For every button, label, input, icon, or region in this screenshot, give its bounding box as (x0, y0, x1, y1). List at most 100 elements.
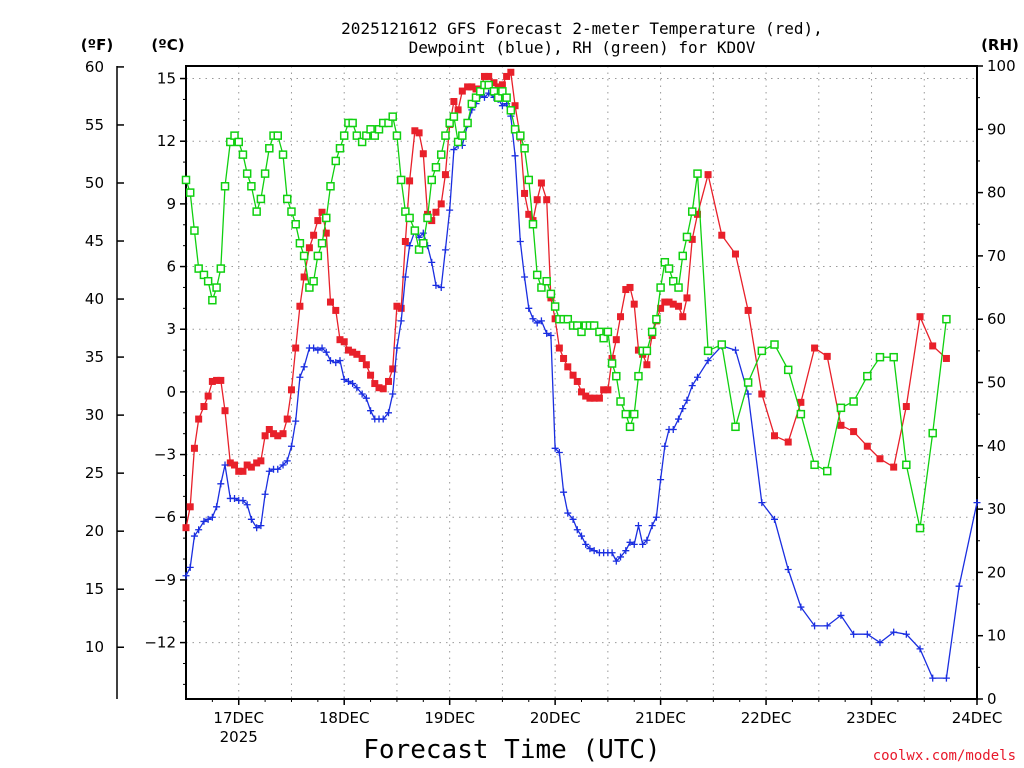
dewpoint-point (332, 359, 340, 367)
temperature-point (326, 298, 334, 306)
dewpoint-point (850, 630, 858, 638)
dewpoint-point (389, 390, 397, 398)
rh-point (220, 182, 230, 191)
rh-point (656, 283, 665, 292)
rh-point (252, 207, 261, 216)
dewpoint-point (890, 628, 898, 636)
temperature-point (679, 313, 687, 321)
dewpoint-point (626, 538, 634, 546)
dewpoint-point (537, 317, 545, 325)
dewpoint-point (688, 382, 696, 390)
dewpoint-point (758, 499, 766, 507)
gridlines (186, 66, 977, 699)
temperature-point (916, 313, 924, 321)
rh-point (326, 182, 335, 191)
dewpoint-point (823, 622, 831, 630)
dewpoint-point (261, 490, 269, 498)
rh-point (875, 352, 885, 362)
temperature-point (450, 98, 458, 106)
temperature-point (511, 102, 519, 110)
dewpoint-point (622, 547, 630, 555)
temperature-point (600, 386, 608, 394)
plot-frame (185, 65, 978, 700)
dewpoint-point (208, 513, 216, 521)
series-group (181, 68, 981, 682)
temperature-series (182, 68, 950, 532)
rh-point (621, 409, 631, 419)
dewpoint-point (274, 465, 282, 473)
rh-point (678, 251, 687, 261)
rh-point (629, 409, 639, 419)
rh-point (265, 144, 274, 153)
temperature-point (464, 83, 472, 91)
dewpoint-point (292, 417, 300, 425)
temperature-point (665, 298, 673, 306)
dewpoint-point (384, 409, 392, 417)
rh-tick-label: 0 (987, 690, 997, 708)
fahrenheit-tick-label: 15 (85, 580, 104, 598)
temperature-point (367, 371, 375, 379)
x-tick-label: 21DEC (635, 709, 686, 727)
temperature-point (217, 376, 225, 384)
temperature-point (590, 394, 598, 402)
rh-point (419, 238, 428, 248)
temperature-point (630, 300, 638, 308)
rh-point (589, 321, 599, 330)
dewpoint-point (578, 532, 585, 540)
dewpoint-point (973, 499, 981, 507)
temperature-point (612, 336, 620, 344)
rh-point (703, 346, 713, 356)
x-tick-label: 22DEC (741, 709, 792, 727)
rh-point (212, 283, 221, 292)
dewpoint-point (704, 357, 712, 365)
temperature-point (190, 444, 198, 452)
temperature-point (296, 302, 304, 310)
dewpoint-point (657, 476, 665, 484)
rh-point (405, 213, 414, 223)
rh-point (287, 207, 296, 216)
rh-point (770, 340, 779, 349)
rh-point (836, 403, 846, 413)
rh-point (783, 365, 793, 375)
rh-point (458, 131, 467, 140)
temperature-point (731, 250, 739, 258)
temperature-point (797, 398, 805, 406)
dewpoint-point (393, 344, 401, 352)
temperature-point (437, 200, 445, 208)
dewpoint-point (446, 206, 454, 214)
celsius-tick-label: −3 (154, 446, 176, 464)
dewpoint-point (300, 363, 308, 371)
dewpoint-point (639, 540, 647, 548)
temperature-point (411, 127, 419, 135)
dewpoint-point (450, 146, 458, 154)
rh-point (542, 276, 551, 286)
dewpoint-point (547, 331, 555, 339)
x-axis-label: Forecast Time (UTC) (363, 735, 660, 765)
rh-tick-label: 20 (987, 563, 1006, 581)
temperature-point (349, 348, 357, 356)
dewpoint-point (217, 480, 225, 488)
rh-point (190, 226, 199, 235)
temperature-point (253, 459, 261, 467)
temperature-point (675, 302, 683, 310)
dewpoint-point (253, 524, 261, 532)
dewpoint-point (617, 553, 625, 561)
fahrenheit-tick-label: 40 (85, 290, 104, 308)
temperature-point (942, 354, 950, 362)
rh-point (603, 327, 613, 337)
rh-point (687, 207, 697, 216)
rh-point (915, 523, 925, 533)
temperature-point (694, 210, 702, 218)
dewpoint-point (661, 442, 669, 450)
dewpoint-point (367, 407, 375, 415)
temperature-point (626, 283, 634, 291)
dewpoint-point (521, 273, 529, 281)
temperature-point (485, 72, 493, 80)
rh-point (693, 169, 702, 178)
dewpoint-point (582, 540, 590, 548)
dewpoint-point (511, 152, 519, 160)
temperature-point (569, 371, 577, 379)
temperature-point (397, 304, 405, 312)
dewpoint-point (731, 346, 739, 354)
